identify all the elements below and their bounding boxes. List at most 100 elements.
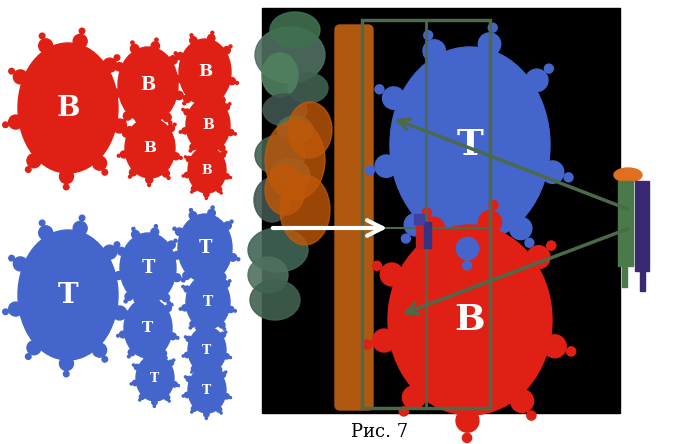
- Circle shape: [184, 352, 190, 357]
- Ellipse shape: [255, 27, 325, 83]
- Ellipse shape: [178, 214, 232, 282]
- Circle shape: [196, 143, 198, 145]
- Bar: [424, 222, 431, 248]
- Circle shape: [132, 230, 139, 238]
- Circle shape: [209, 144, 214, 149]
- Circle shape: [169, 121, 172, 124]
- Circle shape: [25, 167, 31, 172]
- Circle shape: [190, 411, 192, 413]
- Circle shape: [130, 383, 132, 385]
- Circle shape: [174, 239, 177, 242]
- Circle shape: [173, 274, 181, 281]
- Circle shape: [132, 381, 138, 386]
- Circle shape: [79, 28, 85, 34]
- Circle shape: [179, 131, 182, 133]
- Circle shape: [139, 399, 141, 401]
- Text: B: B: [202, 118, 214, 132]
- Circle shape: [195, 273, 201, 279]
- Circle shape: [234, 309, 237, 312]
- Circle shape: [38, 226, 52, 240]
- Circle shape: [564, 173, 573, 182]
- Circle shape: [543, 335, 566, 358]
- Circle shape: [206, 157, 209, 159]
- Circle shape: [230, 357, 232, 359]
- Ellipse shape: [265, 120, 325, 200]
- Circle shape: [182, 355, 184, 357]
- Circle shape: [488, 23, 497, 32]
- Circle shape: [205, 197, 207, 199]
- Circle shape: [181, 278, 184, 281]
- Circle shape: [164, 305, 172, 312]
- Circle shape: [183, 272, 190, 279]
- Circle shape: [179, 308, 182, 310]
- Ellipse shape: [280, 175, 330, 245]
- Ellipse shape: [263, 94, 307, 126]
- Circle shape: [155, 111, 158, 113]
- Text: T: T: [57, 281, 78, 309]
- Circle shape: [213, 269, 216, 271]
- Circle shape: [173, 227, 176, 230]
- Circle shape: [204, 192, 209, 197]
- Ellipse shape: [124, 298, 172, 358]
- Circle shape: [228, 129, 234, 135]
- Circle shape: [183, 102, 186, 105]
- Circle shape: [223, 151, 225, 153]
- Circle shape: [510, 217, 532, 240]
- Circle shape: [210, 271, 216, 278]
- Circle shape: [134, 293, 137, 296]
- Ellipse shape: [390, 47, 550, 243]
- Text: T: T: [141, 259, 155, 277]
- Ellipse shape: [125, 118, 175, 178]
- Circle shape: [234, 133, 237, 135]
- Circle shape: [125, 293, 133, 300]
- Circle shape: [229, 45, 232, 48]
- Circle shape: [421, 217, 444, 240]
- Circle shape: [230, 396, 232, 399]
- Circle shape: [196, 145, 201, 151]
- Circle shape: [117, 334, 119, 337]
- Ellipse shape: [250, 280, 300, 320]
- Circle shape: [60, 170, 74, 183]
- Circle shape: [172, 153, 179, 160]
- Circle shape: [209, 364, 214, 369]
- Ellipse shape: [265, 165, 305, 215]
- Circle shape: [132, 227, 135, 230]
- Circle shape: [402, 386, 426, 409]
- Circle shape: [113, 89, 121, 97]
- Ellipse shape: [614, 168, 642, 182]
- Circle shape: [236, 81, 239, 84]
- Circle shape: [115, 272, 122, 279]
- Circle shape: [190, 34, 193, 37]
- Circle shape: [224, 394, 230, 399]
- Circle shape: [184, 392, 190, 398]
- Circle shape: [211, 206, 214, 209]
- Circle shape: [184, 156, 186, 158]
- Circle shape: [122, 130, 130, 137]
- Circle shape: [8, 302, 22, 316]
- Circle shape: [174, 123, 176, 126]
- Ellipse shape: [186, 98, 230, 152]
- Circle shape: [216, 407, 222, 412]
- Circle shape: [190, 321, 196, 327]
- Circle shape: [219, 322, 225, 328]
- Ellipse shape: [288, 102, 332, 158]
- Circle shape: [196, 325, 201, 331]
- Circle shape: [230, 177, 232, 178]
- Circle shape: [228, 306, 234, 313]
- Circle shape: [220, 412, 222, 414]
- Circle shape: [216, 367, 222, 372]
- Text: B: B: [202, 163, 212, 177]
- Circle shape: [218, 273, 226, 281]
- Circle shape: [380, 263, 403, 286]
- Circle shape: [191, 366, 197, 371]
- Circle shape: [135, 116, 142, 123]
- Circle shape: [182, 279, 185, 282]
- Circle shape: [3, 309, 8, 314]
- Circle shape: [399, 407, 408, 416]
- Text: T: T: [198, 239, 211, 257]
- Circle shape: [169, 56, 177, 64]
- Circle shape: [114, 55, 120, 60]
- Circle shape: [113, 306, 127, 320]
- Bar: [618, 181, 633, 266]
- Circle shape: [195, 94, 197, 96]
